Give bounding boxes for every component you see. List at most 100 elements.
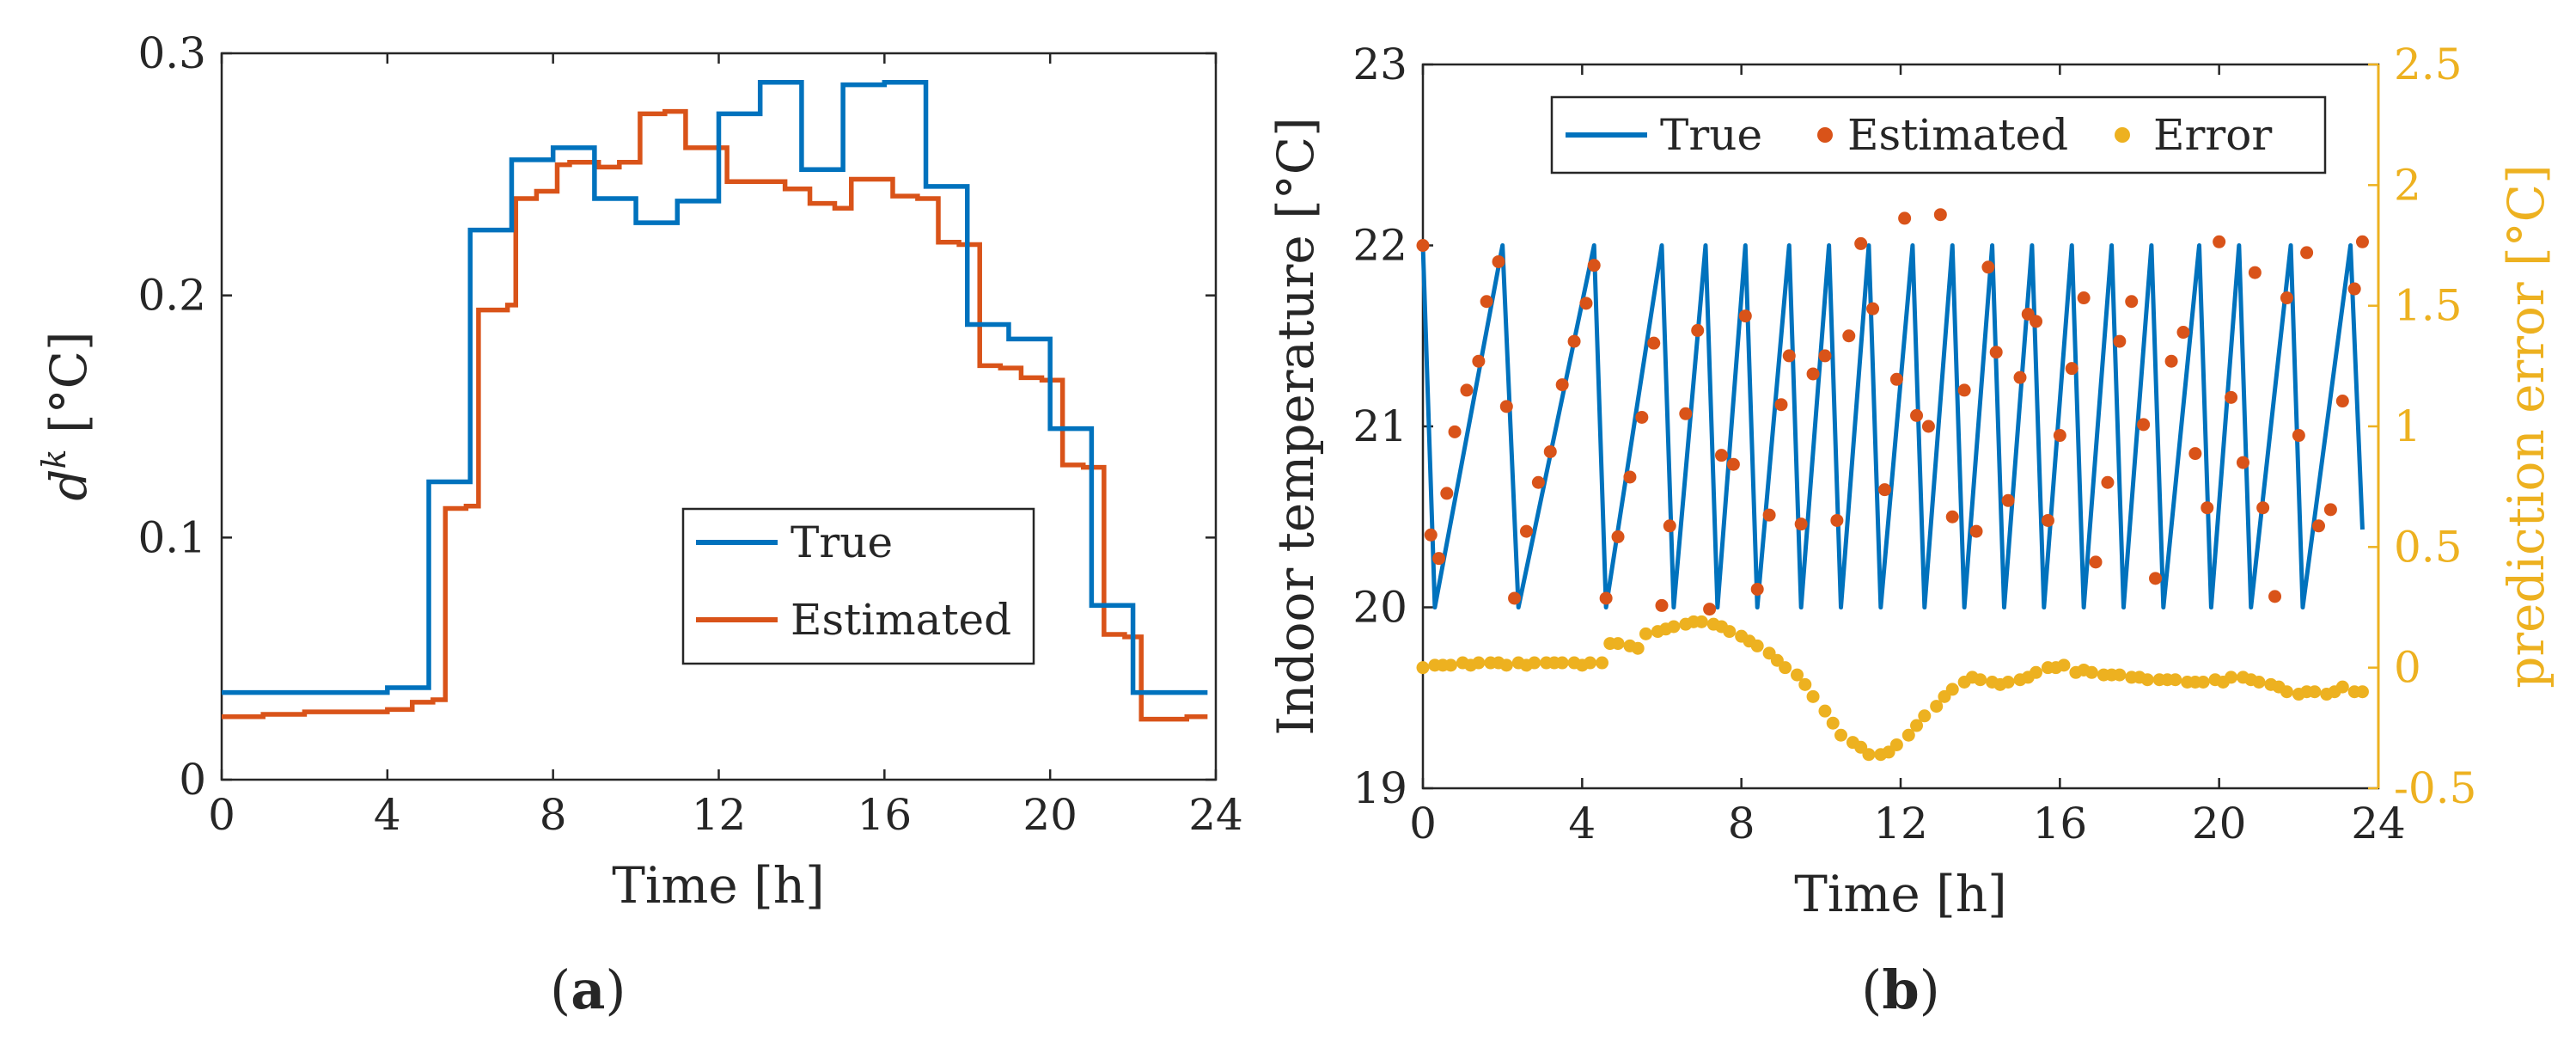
panel-a-y-axis-symbol: d xyxy=(40,468,98,500)
panel-a-legend-box xyxy=(681,507,1035,665)
panel-b-estimated-point xyxy=(2188,447,2202,461)
panel-b-estimated-point xyxy=(2101,475,2115,489)
panel-b-estimated-point xyxy=(2089,555,2103,569)
panel-b-error-point xyxy=(1555,656,1569,670)
panel-b-estimated-point xyxy=(1910,408,1924,422)
panel-b-estimated-point xyxy=(2292,429,2305,443)
panel-b-estimated-point xyxy=(1555,378,1569,392)
panel-a-x-ticks: 0 4 8 12 16 20 24 xyxy=(208,53,1243,840)
panel-b-error-point xyxy=(1499,658,1513,672)
panel-b-error-point xyxy=(2085,665,2098,679)
panel-b-right-y-tick-label: 2 xyxy=(2394,160,2421,210)
panel-b-estimated-point xyxy=(1715,449,1728,462)
panel-a-x-tick-label: 4 xyxy=(374,790,401,840)
panel-b-estimated-point xyxy=(1818,349,1832,363)
panel-b-right-y-axis-label: prediction error [°C] xyxy=(2497,164,2555,688)
panel-b-legend-estimated-swatch xyxy=(1817,127,1833,143)
panel-a-label: (a) xyxy=(550,958,626,1021)
panel-b-estimated-point xyxy=(1830,513,1844,527)
panel-b-error-point xyxy=(1723,625,1737,639)
panel-b-error-point xyxy=(1806,689,1820,703)
panel-b-series xyxy=(1416,208,2369,762)
panel-b-estimated-point xyxy=(1519,524,1533,538)
panel-b-estimated-point xyxy=(1933,208,1947,222)
panel-b-error-point xyxy=(1791,668,1804,682)
panel-b-estimated-point xyxy=(2041,513,2054,527)
panel-a-x-tick-label: 20 xyxy=(1022,790,1077,840)
panel-b-error-point xyxy=(1416,661,1430,675)
panel-b-estimated-point xyxy=(1703,603,1717,616)
panel-b-right-y-tick-label: 0.5 xyxy=(2394,522,2463,572)
panel-b-estimated-point xyxy=(2053,429,2066,443)
panel-b-estimated-point xyxy=(2347,282,2361,296)
panel-b-estimated-point xyxy=(2268,590,2282,603)
panel-b-estimated-point xyxy=(1499,400,1513,413)
panel-b-error-point xyxy=(1889,738,1903,751)
panel-b-estimated-point xyxy=(1611,530,1625,543)
panel-b-estimated-point xyxy=(1579,297,1593,310)
panel-a-y-axis-unit: [°C] xyxy=(40,331,98,449)
panel-a-x-tick-label: 8 xyxy=(540,790,567,840)
panel-b-error-point xyxy=(1945,683,1959,696)
panel-b-legend-error-label: Error xyxy=(2153,110,2272,160)
panel-b-label-letter: b xyxy=(1882,958,1919,1021)
panel-b-error-point xyxy=(1596,656,1608,670)
panel-b-estimated-point xyxy=(1889,372,1903,386)
panel-a-y-tick-label: 0.1 xyxy=(137,512,206,562)
panel-b-error-point xyxy=(1862,748,1876,762)
panel-b-estimated-point xyxy=(1957,383,1971,397)
panel-b-error-point xyxy=(2308,685,2322,699)
panel-b-estimated-point xyxy=(2323,503,2337,517)
panel-b-estimated-point xyxy=(2164,354,2178,368)
panel-b-estimated-point xyxy=(2149,572,2163,585)
panel-b-error-point xyxy=(1611,637,1625,651)
panel-b-estimated-point xyxy=(1921,419,1935,433)
panel-b-estimated-point xyxy=(1945,510,1959,524)
panel-b-estimated-point xyxy=(2280,291,2293,305)
panel-b-error-point xyxy=(1901,728,1915,742)
panel-a-x-tick-label: 0 xyxy=(208,790,235,840)
panel-a-x-axis-label: Time [h] xyxy=(612,856,825,915)
panel-a-series xyxy=(222,80,1208,722)
panel-b-estimated-point xyxy=(2113,334,2127,348)
panel-b-estimated-point xyxy=(1416,239,1430,252)
panel-b-estimated-point xyxy=(2125,295,2139,309)
panel-b-legend-box xyxy=(1550,95,2327,175)
panel-b-label-close: ) xyxy=(1920,958,1940,1021)
panel-b-estimated-point xyxy=(1898,211,1912,225)
panel-b-right-y-tick-label: 1.5 xyxy=(2394,281,2463,331)
panel-b-estimated-point xyxy=(2077,291,2091,305)
panel-b-error-point xyxy=(2169,673,2182,687)
panel-b-estimated-point xyxy=(2065,362,2079,376)
panel-b-left-y-ticks: 19 20 21 22 23 xyxy=(1352,40,1433,813)
panel-b-x-axis-label: Time [h] xyxy=(1794,865,2007,923)
panel-b-error-point xyxy=(1818,704,1832,718)
panel-b-left-y-tick-label: 19 xyxy=(1352,763,1407,813)
panel-b-error-point xyxy=(1798,677,1812,691)
panel-b-label-open: ( xyxy=(1861,958,1882,1021)
panel-b-label: (b) xyxy=(1861,958,1940,1021)
panel-b-x-ticks: 0 4 8 12 16 20 24 xyxy=(1409,64,2406,848)
panel-b-right-y-tick-label: 2.5 xyxy=(2394,40,2463,89)
panel-b-estimated-point xyxy=(1738,309,1752,323)
panel-b-left-y-tick-label: 22 xyxy=(1352,221,1407,271)
panel-b-error-point xyxy=(2113,668,2127,682)
panel-a-series-estimated-line xyxy=(222,108,1208,722)
panel-b-error-point xyxy=(1910,719,1924,732)
panel-b-error-point xyxy=(1444,658,1457,672)
panel-b-error-point xyxy=(1974,673,1987,687)
panel-b-estimated-point xyxy=(1866,302,1880,315)
panel-b-error-point xyxy=(2140,673,2154,687)
panel-b-estimated-point xyxy=(2001,493,2015,507)
panel-b-error-point xyxy=(2225,671,2238,684)
panel-b-x-tick-label: 8 xyxy=(1728,799,1755,848)
panel-a-y-axis-superscript: k xyxy=(35,449,73,468)
panel-b-legend-error-swatch xyxy=(2115,127,2130,143)
panel-b-estimated-point xyxy=(2201,501,2214,515)
panel-b-estimated-point xyxy=(1432,552,1446,566)
panel-b-left-y-axis-label: Indoor temperature [°C] xyxy=(1267,117,1325,736)
panel-b-estimated-point xyxy=(1794,517,1808,531)
panel-b-error-point xyxy=(1667,620,1681,634)
